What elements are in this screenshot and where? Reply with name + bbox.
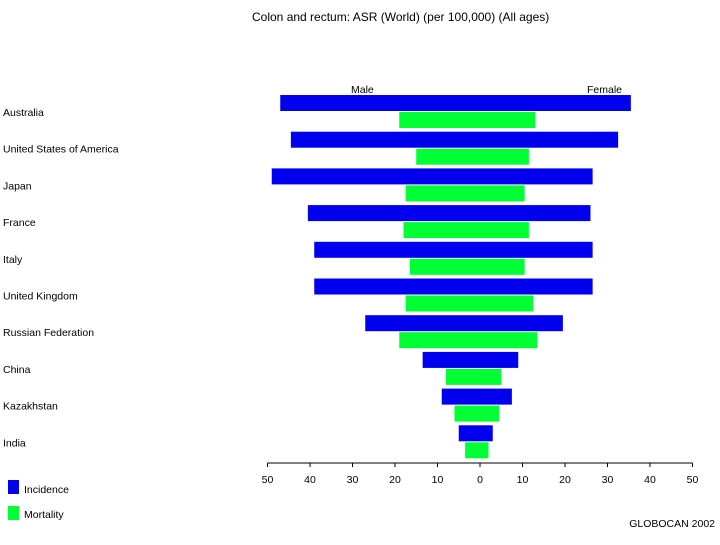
legend-label-incidence: Incidence — [24, 484, 69, 496]
bar-mortality-female-7 — [480, 368, 502, 385]
bar-mortality-male-7 — [446, 368, 480, 385]
legend-swatch-incidence — [8, 480, 19, 494]
bar-incidence-male-7 — [422, 351, 480, 368]
x-tick-label: 10 — [517, 474, 529, 486]
x-tick-label: 50 — [687, 474, 699, 486]
bar-mortality-male-1 — [416, 148, 480, 165]
x-tick-label: 40 — [644, 474, 656, 486]
country-label: India — [3, 437, 26, 449]
country-label: Russian Federation — [3, 327, 94, 339]
female-label: Female — [587, 84, 622, 96]
bar-mortality-female-6 — [480, 332, 538, 349]
bar-mortality-male-6 — [399, 332, 480, 349]
legend: Incidence Mortality — [8, 480, 69, 521]
bar-incidence-female-0 — [480, 95, 631, 111]
x-tick-label: 20 — [389, 474, 401, 486]
bar-mortality-female-2 — [480, 185, 525, 202]
x-tick-label: 50 — [262, 474, 274, 486]
country-label: China — [3, 364, 31, 376]
bar-mortality-male-9 — [465, 442, 480, 459]
bar-incidence-female-3 — [480, 205, 591, 222]
bar-mortality-female-1 — [480, 148, 529, 165]
credit-label: GLOBOCAN 2002 — [629, 518, 715, 530]
male-label: Male — [351, 84, 374, 96]
bar-incidence-female-2 — [480, 168, 593, 185]
bar-mortality-male-4 — [409, 258, 480, 275]
bar-mortality-female-4 — [480, 258, 525, 275]
country-label: Italy — [3, 254, 23, 266]
chart-title: Colon and rectum: ASR (World) (per 100,0… — [252, 10, 549, 24]
bar-incidence-female-1 — [480, 131, 619, 148]
bar-mortality-male-8 — [454, 405, 480, 422]
bar-mortality-female-3 — [480, 222, 529, 239]
x-tick-label: 30 — [602, 474, 614, 486]
bar-incidence-female-7 — [480, 351, 519, 368]
legend-label-mortality: Mortality — [24, 509, 64, 521]
bar-incidence-female-9 — [480, 425, 493, 442]
bar-mortality-male-0 — [399, 112, 480, 128]
country-label: Japan — [3, 180, 32, 192]
country-label: United Kingdom — [3, 291, 78, 303]
country-label: France — [3, 217, 36, 229]
x-tick-label: 40 — [304, 474, 316, 486]
bar-incidence-male-8 — [441, 388, 480, 405]
x-tick-label: 20 — [559, 474, 571, 486]
bar-incidence-male-5 — [314, 278, 480, 295]
bar-incidence-female-4 — [480, 241, 593, 258]
bar-mortality-male-5 — [405, 295, 480, 312]
bar-incidence-male-0 — [280, 95, 480, 111]
bar-mortality-male-2 — [405, 185, 480, 202]
x-tick-label: 30 — [347, 474, 359, 486]
bar-incidence-male-1 — [290, 131, 480, 148]
bar-incidence-male-2 — [271, 168, 480, 185]
bar-mortality-female-5 — [480, 295, 534, 312]
bar-mortality-female-8 — [480, 405, 500, 422]
bar-incidence-male-9 — [458, 425, 480, 442]
x-tick-label: 10 — [432, 474, 444, 486]
bar-mortality-female-9 — [480, 442, 489, 459]
bar-incidence-male-6 — [365, 315, 480, 332]
x-axis-ticks: 50 40 30 20 10 0 10 20 30 40 50 — [262, 463, 699, 486]
bar-group — [271, 95, 631, 459]
bar-incidence-female-8 — [480, 388, 512, 405]
legend-swatch-mortality — [8, 506, 19, 520]
country-label: Australia — [3, 107, 44, 119]
bar-mortality-female-0 — [480, 112, 536, 128]
bar-incidence-male-4 — [314, 241, 480, 258]
country-labels: Australia United States of America Japan Fr… — [3, 107, 119, 449]
country-label: Kazakhstan — [3, 401, 58, 413]
bar-mortality-male-3 — [403, 222, 480, 239]
bar-incidence-male-3 — [307, 205, 480, 222]
bar-incidence-female-5 — [480, 278, 593, 295]
country-label: United States of America — [3, 144, 119, 156]
bar-incidence-female-6 — [480, 315, 563, 332]
x-tick-label: 0 — [477, 474, 483, 486]
